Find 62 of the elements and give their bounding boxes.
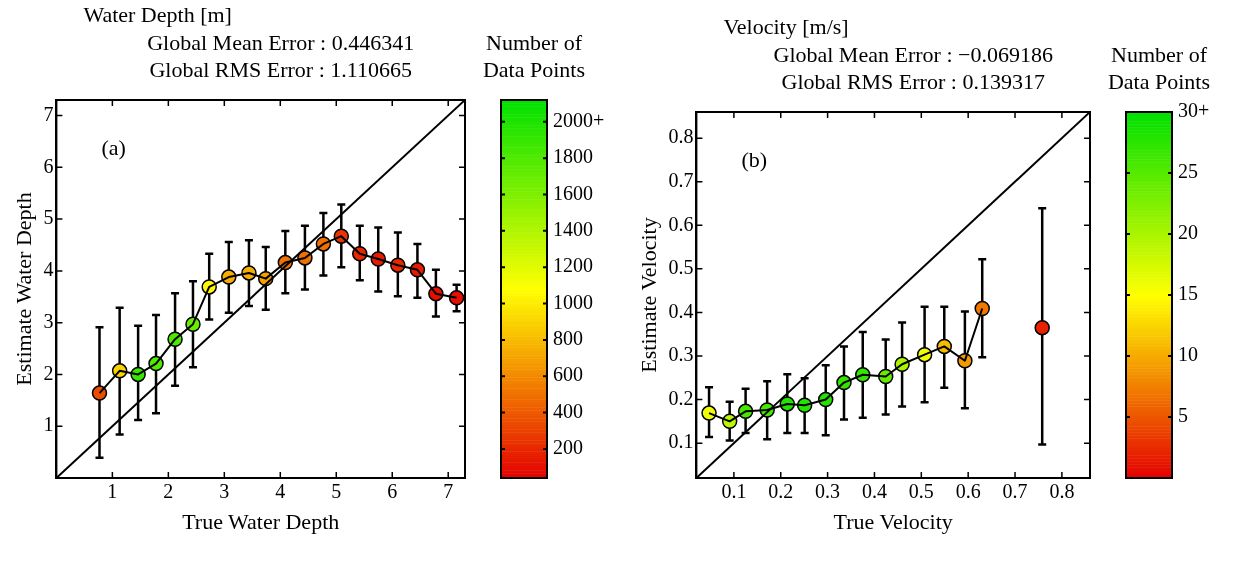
color-bar-label: 1000 — [553, 290, 593, 313]
x-tick-label: 7 — [443, 480, 454, 503]
point — [1034, 319, 1050, 336]
x-tick-label: 5 — [331, 480, 342, 503]
x-tick-label: 0.6 — [955, 480, 981, 503]
y-tick-label: 0.5 — [668, 256, 694, 279]
chart-subtitle: Global Mean Error : 0.446341 Global RMS Error : 1.110665 — [147, 30, 415, 82]
x-tick-label: 0.2 — [768, 480, 794, 503]
y-tick-label: 0.6 — [668, 212, 694, 235]
annotation: (b) — [741, 147, 768, 172]
x-tick-label: 0.5 — [908, 480, 934, 503]
y-tick-label: 6 — [43, 154, 54, 177]
color-bar-label: 1600 — [553, 181, 593, 204]
color-bar-label: 600 — [553, 363, 583, 386]
x-tick-label: 3 — [219, 480, 230, 503]
y-tick-label: 5 — [43, 206, 54, 229]
y-tick-label: 0.1 — [668, 430, 694, 453]
color-bar-title: Number of Data Points — [482, 30, 586, 82]
chart-subtitle: Global Mean Error : −0.069186 Global RMS Error : 0.139317 — [773, 42, 1053, 94]
color-bar-label: 5 — [1178, 404, 1188, 427]
x-tick-label: 2 — [163, 480, 174, 503]
color-bar-label: 25 — [1178, 160, 1198, 183]
color-bar-label: 15 — [1178, 282, 1198, 305]
y-tick-label: 0.3 — [668, 343, 694, 366]
y-tick-label: 0.8 — [668, 125, 694, 148]
color-bar-label: 1200 — [553, 254, 593, 277]
y-tick-label: 7 — [43, 102, 54, 125]
x-tick-label: 0.7 — [1002, 480, 1028, 503]
x-tick-label: 1 — [107, 480, 118, 503]
y-tick-label: 0.7 — [668, 168, 694, 191]
y-tick-label: 4 — [43, 258, 54, 281]
y-tick-label: 3 — [43, 309, 54, 332]
x-tick-label: 0.1 — [721, 480, 747, 503]
color-bar-label: 200 — [553, 436, 583, 459]
x-axis-title: True Velocity — [833, 508, 953, 534]
chart-title: Velocity [m/s] — [723, 14, 849, 39]
color-bar-label: 30+ — [1178, 99, 1210, 122]
annotation: (a) — [101, 135, 126, 160]
color-bar-label: 400 — [553, 399, 583, 422]
x-tick-label: 0.3 — [815, 480, 841, 503]
color-bar-title: Number of Data Points — [1107, 42, 1211, 94]
y-axis-title: Estimate Water Depth — [10, 192, 36, 386]
x-tick-label: 0.8 — [1049, 480, 1075, 503]
color-bar-label: 1400 — [553, 218, 593, 241]
x-tick-label: 0.4 — [861, 480, 887, 503]
y-axis-title: Estimate Velocity — [635, 217, 661, 373]
y-tick-label: 0.2 — [668, 386, 694, 409]
color-bar-label: 10 — [1178, 343, 1198, 366]
color-bar-label: 2000+ — [553, 109, 605, 132]
y-tick-label: 2 — [43, 361, 54, 384]
point — [448, 290, 465, 306]
y-tick-label: 0.4 — [668, 299, 694, 322]
chart-title: Water Depth [m] — [83, 2, 232, 27]
color-bar-label: 800 — [553, 327, 583, 350]
x-tick-label: 6 — [387, 480, 398, 503]
color-bar-label: 20 — [1178, 221, 1198, 244]
color-bar-label: 1800 — [553, 145, 593, 168]
point — [701, 405, 717, 421]
y-tick-label: 1 — [43, 413, 54, 436]
x-tick-label: 4 — [275, 480, 286, 503]
x-axis-title: True Water Depth — [182, 508, 340, 534]
point — [91, 385, 108, 401]
